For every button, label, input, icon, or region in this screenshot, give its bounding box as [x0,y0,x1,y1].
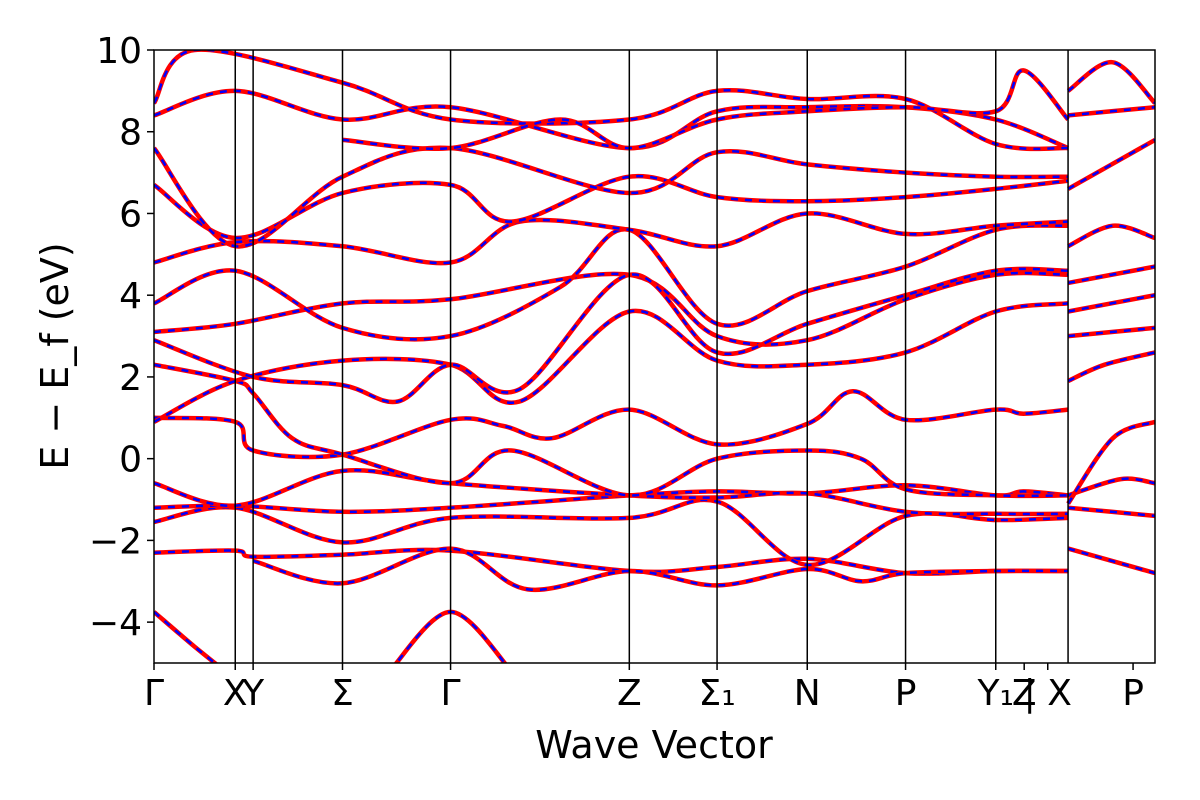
y-tick-label: 2 [119,358,142,399]
x-tick-label: Γ [441,673,461,714]
y-tick-label: 0 [119,440,142,481]
band-22-blue [1067,265,1155,285]
x-tick-label: P [895,673,917,714]
band-12-blue [154,224,1069,341]
y-tick-label: −4 [89,603,142,644]
band-26-red [1066,60,1155,105]
high-symmetry-lines [234,50,1069,663]
band-21-blue [1067,293,1155,313]
band-6-blue [154,469,1069,516]
x-axis-label: Wave Vector [535,723,773,767]
x-tick-label: Z [1012,673,1037,714]
band-9-blue [154,302,1069,424]
band-3-blue [252,547,1069,592]
band-23-blue [1067,224,1155,248]
y-tick-label: 10 [96,31,142,72]
band-20-blue [1067,326,1155,338]
band-8-red [154,362,1069,499]
x-tick-label: Σ₁ [698,673,735,714]
band-23-red [1067,223,1155,249]
band-24-blue [1067,138,1155,190]
band-17-red [154,50,1069,152]
y-axis-ticks: −4 −2 0 2 4 6 8 10 [89,31,154,644]
band-15-blue [154,146,1069,248]
y-tick-label: 8 [119,113,142,154]
y-tick-label: 4 [119,276,142,317]
y-axis-label: E − E_f (eV) [33,242,77,470]
band-7-red [154,388,1069,460]
y-tick-label: −2 [89,521,142,562]
band-30-blue [1067,547,1155,575]
band-18-blue [342,69,1070,150]
band-26-blue [1067,61,1155,104]
x-tick-label: | X [1024,673,1072,714]
x-tick-label: P [1122,673,1144,714]
x-tick-label: X [223,673,248,714]
band-25-blue [1067,105,1155,117]
band-11-blue [154,267,1069,404]
x-tick-label: Y₁ [977,673,1014,714]
band-19-red [1067,350,1155,384]
band-7-blue [154,389,1069,459]
x-tick-label: N [794,673,821,714]
x-tick-label: Γ [144,673,164,714]
plot-frame [153,49,1156,664]
x-tick-label: Y [241,673,265,714]
y-tick-label: 6 [119,194,142,235]
band-18-red [342,68,1070,151]
band-14-blue [154,174,1069,240]
band-0-red [154,610,219,663]
band-28-blue [1067,506,1155,518]
band-29-blue [1067,420,1155,505]
band-lines [154,50,1155,663]
x-tick-label: Σ [331,673,354,714]
band-9-red [154,301,1069,424]
x-tick-label: Z [617,673,642,714]
band-17-blue [154,50,1069,151]
band-27-red [1067,476,1155,498]
band-8-blue [154,363,1069,498]
band-4-blue [154,498,1069,567]
